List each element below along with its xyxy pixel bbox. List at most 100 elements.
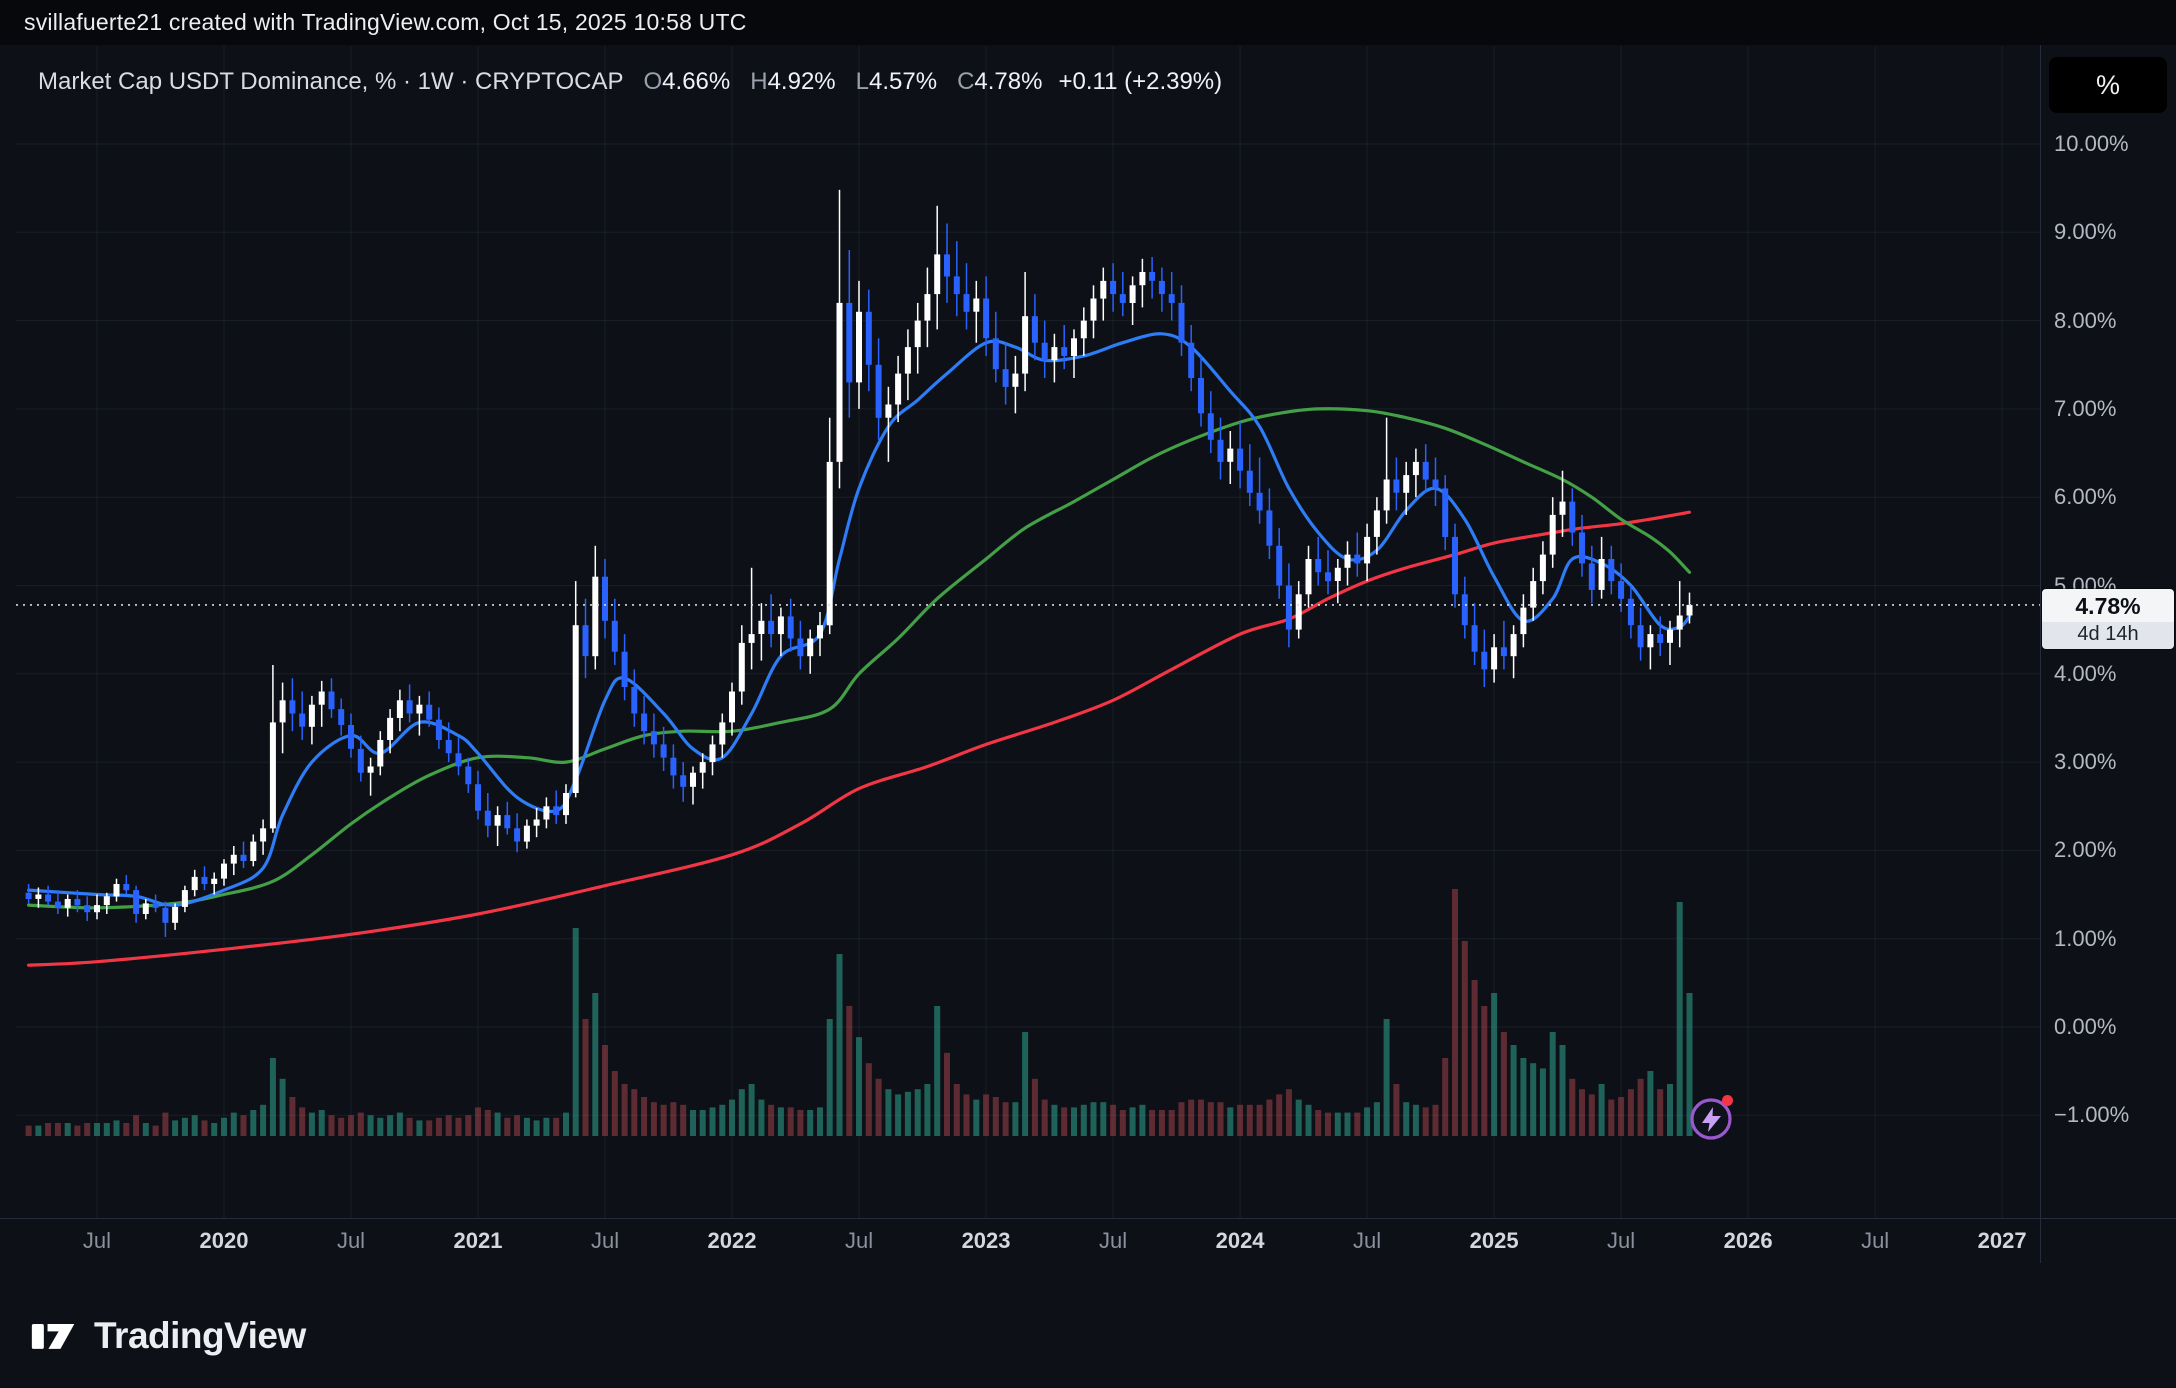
volume-bar [748, 1084, 755, 1136]
volume-bar [1051, 1104, 1058, 1136]
footer-branding[interactable]: TradingView [30, 1312, 306, 1360]
volume-bar [181, 1117, 188, 1136]
volume-bar [1422, 1107, 1429, 1136]
price-axis-label: 9.00% [2054, 219, 2117, 245]
candle-body [103, 896, 110, 906]
candle-body [690, 772, 696, 787]
volume-bar [1256, 1104, 1263, 1136]
volume-bar [191, 1115, 198, 1136]
candle-body [1080, 320, 1087, 339]
volume-bar [611, 1071, 618, 1136]
volume-bar [670, 1102, 677, 1136]
candle-body [1432, 479, 1439, 489]
volume-bar [514, 1115, 521, 1136]
plot-area[interactable] [25, 189, 1693, 1136]
lightning-icon [1690, 1098, 1732, 1140]
volume-bar [1266, 1099, 1273, 1136]
time-axis-label: 2025 [1469, 1228, 1519, 1253]
candle-body [299, 713, 306, 727]
candle-body [1598, 559, 1605, 590]
candle-body [650, 731, 657, 745]
volume-bar [1520, 1058, 1527, 1136]
candle-body [1686, 604, 1693, 616]
candle-body [289, 700, 296, 714]
volume-bar [308, 1112, 315, 1136]
candle-body [533, 819, 540, 826]
volume-bar [1403, 1102, 1410, 1136]
candle-body [1158, 280, 1165, 295]
volume-bar [1344, 1112, 1351, 1136]
candle-body [328, 691, 335, 710]
price-axis-label: 3.00% [2054, 749, 2117, 775]
time-axis-label: Jul [1353, 1228, 1382, 1253]
candle-body [1198, 378, 1204, 414]
time-axis-label: Jul [1099, 1228, 1128, 1253]
volume-bar [1041, 1099, 1048, 1136]
volume-bar [1188, 1099, 1195, 1136]
candle-body [826, 461, 833, 626]
candle-body [1618, 581, 1625, 599]
lightning-button[interactable] [1688, 1095, 1734, 1142]
candle-body [45, 894, 52, 902]
candle-body [260, 828, 267, 842]
time-axis-label: 2024 [1215, 1228, 1265, 1253]
volume-bar [475, 1107, 481, 1136]
volume-bar [1598, 1084, 1605, 1136]
candle-body [709, 744, 716, 763]
volume-bar [1207, 1102, 1214, 1136]
volume-bar [435, 1117, 442, 1136]
volume-bar [416, 1120, 423, 1136]
candle-body [1344, 554, 1351, 568]
volume-bar [1627, 1089, 1634, 1136]
volume-bar [1452, 889, 1458, 1136]
price-scale-unit-button[interactable]: % [2049, 57, 2167, 113]
volume-bar [680, 1104, 687, 1136]
price-axis[interactable]: 10.00% 9.00% 8.00% 7.00% 6.00% 5.00% 4.00% 3.00… [2041, 45, 2176, 1218]
volume-bar [45, 1123, 52, 1136]
candle-body [572, 625, 579, 793]
candle-body [230, 854, 237, 864]
volume-bar [592, 993, 599, 1136]
candle-body [1549, 514, 1556, 555]
volume-bar [602, 1045, 608, 1136]
time-axis-label: Jul [590, 1228, 620, 1253]
candle-body [592, 576, 599, 657]
candle-body [1031, 316, 1038, 343]
volume-bar [357, 1112, 364, 1136]
time-axis[interactable]: Jul 2020 Jul 2021 Jul 2022 Jul 2023 Jul 2024 Jul 20… [0, 1218, 2176, 1265]
candle-body [1041, 342, 1048, 361]
volume-bar [445, 1115, 452, 1136]
time-axis-label: Jul [1607, 1228, 1636, 1253]
volume-bar [1071, 1107, 1077, 1136]
volume-bar [1334, 1112, 1341, 1136]
notification-dot [1722, 1095, 1733, 1106]
candle-body [465, 766, 472, 785]
volume-bar [269, 1058, 276, 1136]
volume-bar [631, 1089, 638, 1136]
candle-body [1627, 598, 1634, 626]
candle-body [338, 709, 345, 725]
volume-bar [690, 1110, 696, 1136]
ohlc-low: L4.57% [855, 68, 938, 95]
candle-body [387, 717, 394, 740]
candle-body [35, 894, 42, 899]
candle-body [865, 311, 872, 365]
volume-bar [387, 1115, 394, 1136]
change-value: +0.11 (+2.39%) [1058, 68, 1223, 95]
volume-bar [240, 1115, 247, 1136]
candle-body [885, 404, 892, 418]
candle-body [201, 876, 208, 884]
volume-bar [895, 1094, 902, 1136]
chart-legend[interactable]: Market Cap USDT Dominance, % · 1W · CRYP… [38, 68, 1222, 96]
candle-body [602, 576, 608, 621]
ohlc-high: H4.92% [750, 68, 836, 95]
volume-bar [846, 1006, 853, 1136]
candle-body [1129, 285, 1136, 303]
volume-bar [826, 1019, 833, 1136]
volume-bar [582, 1019, 589, 1136]
candle-body [611, 620, 618, 652]
candle-body [1442, 488, 1449, 537]
volume-bar [1364, 1107, 1371, 1136]
candle-body [631, 687, 638, 714]
